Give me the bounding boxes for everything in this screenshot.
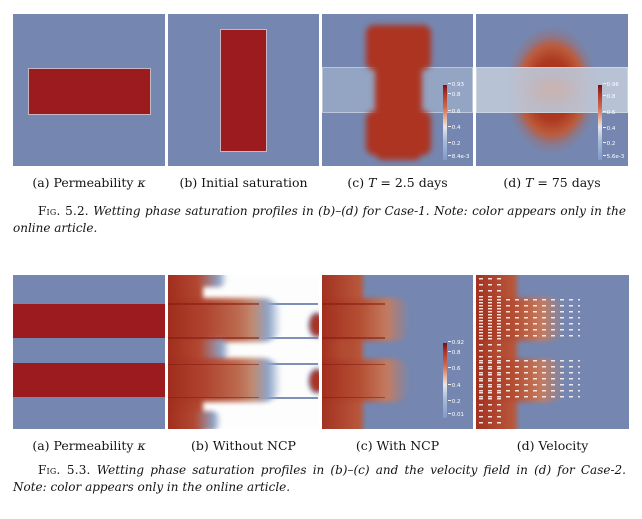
inner-stripe-line — [322, 396, 386, 399]
subcaption-text: (a) Permeability — [32, 438, 138, 453]
inner-stripe-line — [322, 337, 386, 339]
subcaption-text: (b) Without NCP — [191, 438, 296, 453]
inner-stripe-line — [168, 363, 259, 366]
plume-mid-bump — [322, 339, 363, 362]
fig52-panel-initial-saturation — [168, 14, 319, 166]
colorbar-tick: 0.8 — [448, 350, 461, 357]
plume-finger-top — [322, 298, 415, 342]
subcaption-math: κ — [137, 438, 146, 453]
inner-stripe-line — [322, 363, 386, 366]
plume-top-bump — [168, 275, 227, 288]
plume-finger-bottom — [168, 358, 285, 403]
subcaption-math: κ — [137, 175, 146, 190]
colorbar-tick: 8.4e-3 — [448, 155, 470, 161]
subcaption-text: (d) Velocity — [516, 438, 589, 453]
subcaption-text: (c) — [347, 175, 369, 190]
colorbar-tick: 0.93 — [448, 83, 464, 89]
blob-top-bulge — [365, 25, 431, 71]
colorbar-tick: 0.6 — [448, 110, 461, 116]
right-edge-blob — [309, 370, 319, 393]
colorbar-tick: 0.8 — [448, 93, 461, 99]
inner-stripe-line — [168, 396, 259, 399]
colorbar-tick: 0.01 — [448, 412, 464, 419]
fig53-panel-with-ncp: 0.92 0.8 0.6 0.4 0.2 0.01 — [322, 275, 473, 429]
saturation-plume — [168, 275, 319, 429]
inner-stripe-line — [168, 337, 259, 339]
subcaption-text: (d) — [503, 175, 526, 190]
colorbar: 0.96 0.8 0.6 0.4 0.2 5.6e-3 — [597, 83, 624, 161]
colorbar-tick: 0.2 — [603, 142, 616, 148]
fig52-subcaption-a: (a) Permeability κ — [13, 175, 165, 191]
colorbar-tick: 0.6 — [603, 111, 616, 117]
plume-bottom-bump — [168, 410, 221, 429]
colorbar-gradient — [442, 342, 447, 418]
colorbar-tick: 5.6e-3 — [603, 155, 625, 161]
fig53-subcaption-b: (b) Without NCP — [168, 438, 319, 454]
permeability-block — [28, 67, 151, 116]
right-edge-blob — [309, 314, 319, 336]
subcaption-text: = 2.5 days — [376, 175, 448, 190]
fig53-caption: Fig. 5.3. Wetting phase saturation profi… — [13, 462, 626, 496]
colorbar-tick: 0.92 — [448, 340, 464, 347]
colorbar-tick: 0.6 — [448, 366, 461, 373]
inner-stripe-line — [168, 303, 259, 305]
colorbar-tick: 0.4 — [448, 126, 461, 132]
fig52-panel-t2-5-days: 0.93 0.8 0.6 0.4 0.2 8.4e-3 — [322, 14, 473, 166]
colorbar-tick: 0.2 — [448, 399, 461, 406]
caption-text: Wetting phase saturation profiles in (b)… — [13, 204, 626, 235]
plume-mid-bump — [168, 338, 230, 361]
fig53-panel-without-ncp — [168, 275, 319, 429]
fig52-subcaption-d: (d) T = 75 days — [476, 175, 628, 191]
subcaption-text: = 75 days — [533, 175, 601, 190]
fig53-panel-permeability — [13, 275, 165, 429]
fig53-subcaption-a: (a) Permeability κ — [13, 438, 165, 454]
subcaption-math: T — [525, 175, 534, 190]
subcaption-text: (c) With NCP — [355, 438, 440, 453]
subcaption-text: (b) Initial saturation — [179, 175, 308, 190]
fig53-subcaption-d: (d) Velocity — [476, 438, 629, 454]
fig52-panel-t75-days: 0.96 0.8 0.6 0.4 0.2 5.6e-3 — [476, 14, 628, 166]
inner-stripe-line — [322, 303, 386, 305]
colorbar: 0.93 0.8 0.6 0.4 0.2 8.4e-3 — [442, 83, 469, 161]
fig53-panel-velocity — [476, 275, 629, 429]
subcaption-math: T — [368, 175, 377, 190]
fig52-caption: Fig. 5.2. Wetting phase saturation profi… — [13, 203, 626, 237]
figure-label: Fig. 5.2. — [38, 204, 89, 218]
colorbar: 0.92 0.8 0.6 0.4 0.2 0.01 — [442, 340, 464, 418]
fig52-panel-permeability — [13, 14, 165, 166]
colorbar-tick: 0.4 — [448, 383, 461, 390]
fig53-subcaption-c: (c) With NCP — [322, 438, 473, 454]
initial-saturation-block — [220, 29, 267, 153]
fig52-subcaption-c: (c) T = 2.5 days — [322, 175, 473, 191]
colorbar-gradient — [597, 85, 602, 161]
center-glow — [515, 68, 589, 112]
saturation-plume — [322, 275, 473, 429]
plume-finger-top — [168, 298, 285, 342]
subcaption-text: (a) Permeability — [32, 175, 138, 190]
colorbar-tick: 0.2 — [448, 142, 461, 148]
colorbar-gradient — [442, 85, 447, 161]
colorbar-tick: 0.8 — [603, 95, 616, 101]
saturation-blob — [322, 14, 473, 166]
blob-bottom-bulge — [365, 111, 431, 156]
colorbar-tick: 0.96 — [603, 83, 619, 89]
permeability-stripe-bottom — [13, 362, 165, 397]
velocity-arrows-column — [479, 278, 504, 426]
figure-label: Fig. 5.3. — [38, 463, 91, 477]
plume-finger-bottom — [322, 358, 415, 403]
permeability-stripe-top — [13, 303, 165, 338]
fig52-subcaption-b: (b) Initial saturation — [168, 175, 319, 191]
colorbar-tick: 0.4 — [603, 127, 616, 133]
caption-text: Wetting phase saturation profiles in (b)… — [13, 463, 626, 494]
